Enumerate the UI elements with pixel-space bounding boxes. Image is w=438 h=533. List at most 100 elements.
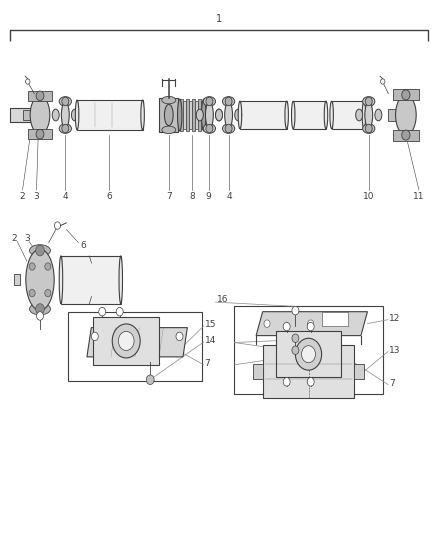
Bar (195, 101, 198, 128)
Text: 13: 13 (389, 346, 400, 355)
Ellipse shape (29, 245, 50, 256)
Text: 2: 2 (20, 192, 25, 201)
Circle shape (301, 346, 315, 363)
Circle shape (283, 322, 290, 331)
Circle shape (112, 324, 140, 358)
Circle shape (292, 334, 299, 343)
Bar (159, 98, 178, 132)
Ellipse shape (285, 101, 288, 129)
Circle shape (283, 377, 290, 386)
Text: 3: 3 (34, 192, 39, 201)
Circle shape (402, 130, 410, 140)
Circle shape (116, 308, 123, 316)
Circle shape (264, 320, 270, 327)
Ellipse shape (75, 100, 79, 130)
Ellipse shape (375, 109, 382, 121)
Text: 7: 7 (205, 359, 210, 368)
Ellipse shape (203, 124, 215, 133)
Circle shape (62, 97, 69, 106)
Ellipse shape (261, 101, 265, 129)
Circle shape (25, 79, 30, 84)
Bar (93, 317, 159, 365)
Circle shape (402, 90, 410, 100)
Ellipse shape (30, 96, 50, 134)
Ellipse shape (330, 101, 333, 129)
Bar (77, 100, 143, 130)
Bar (186, 99, 189, 131)
Text: 1: 1 (216, 14, 222, 25)
Circle shape (307, 320, 314, 327)
Bar (198, 99, 201, 131)
Circle shape (307, 322, 314, 331)
Ellipse shape (203, 96, 215, 106)
Circle shape (146, 375, 154, 384)
Circle shape (29, 263, 35, 270)
Bar (189, 101, 192, 128)
Ellipse shape (362, 101, 366, 129)
Bar (293, 101, 326, 129)
Ellipse shape (363, 124, 375, 133)
Bar (354, 364, 364, 379)
Ellipse shape (59, 124, 71, 133)
Ellipse shape (26, 249, 54, 310)
Text: 4: 4 (63, 192, 68, 201)
Circle shape (292, 346, 299, 354)
Bar (263, 345, 354, 398)
Circle shape (176, 332, 183, 341)
Text: 9: 9 (206, 192, 212, 201)
Ellipse shape (59, 256, 63, 304)
Ellipse shape (201, 99, 206, 131)
Bar (201, 101, 204, 128)
Circle shape (45, 263, 51, 270)
Circle shape (36, 312, 43, 320)
Circle shape (54, 222, 60, 229)
Circle shape (206, 124, 213, 133)
Ellipse shape (356, 109, 363, 121)
Ellipse shape (61, 102, 69, 128)
Ellipse shape (29, 303, 50, 315)
Text: 7: 7 (389, 379, 395, 388)
Text: 6: 6 (106, 192, 112, 201)
Bar (68, 312, 201, 381)
Ellipse shape (141, 100, 145, 130)
Ellipse shape (238, 101, 242, 129)
Text: 16: 16 (217, 295, 228, 304)
Ellipse shape (235, 109, 242, 121)
Ellipse shape (363, 96, 375, 106)
Ellipse shape (215, 109, 223, 121)
Ellipse shape (215, 109, 223, 121)
Bar (393, 90, 419, 101)
Bar (332, 101, 364, 129)
Text: 2: 2 (12, 234, 18, 243)
Ellipse shape (162, 96, 176, 104)
Text: 15: 15 (205, 320, 216, 329)
Circle shape (307, 377, 314, 386)
Circle shape (365, 97, 372, 106)
Bar (14, 274, 20, 285)
Circle shape (36, 130, 44, 139)
Circle shape (29, 289, 35, 297)
Circle shape (118, 332, 134, 351)
Bar (28, 129, 52, 140)
Bar (11, 108, 32, 122)
Ellipse shape (52, 109, 59, 121)
Bar (388, 109, 399, 120)
Circle shape (292, 306, 299, 315)
Circle shape (35, 304, 44, 314)
Text: 3: 3 (24, 234, 30, 243)
Text: 14: 14 (205, 336, 216, 345)
Bar (276, 332, 341, 376)
Ellipse shape (162, 126, 176, 134)
Circle shape (36, 91, 44, 101)
Ellipse shape (119, 256, 123, 304)
Bar (234, 306, 383, 394)
Text: 6: 6 (80, 241, 86, 250)
Bar (28, 91, 52, 101)
Polygon shape (87, 328, 187, 357)
Bar (393, 130, 419, 141)
Circle shape (45, 289, 51, 297)
Bar (22, 110, 33, 120)
Ellipse shape (164, 104, 173, 126)
Ellipse shape (59, 96, 71, 106)
Ellipse shape (291, 101, 295, 129)
